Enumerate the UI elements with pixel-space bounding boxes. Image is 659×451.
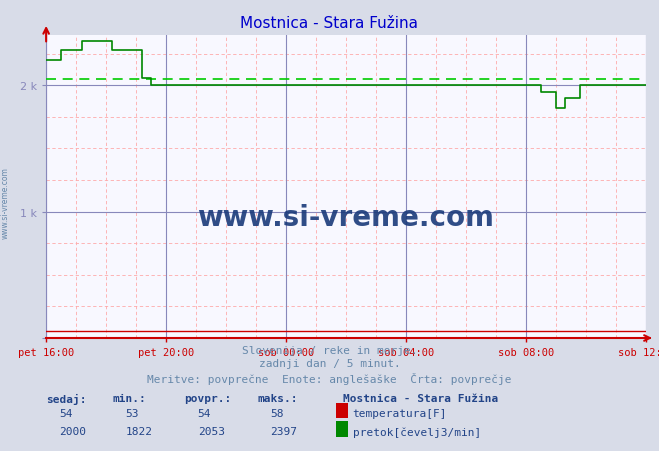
- Text: 58: 58: [270, 408, 283, 418]
- Text: min.:: min.:: [112, 393, 146, 403]
- Text: povpr.:: povpr.:: [185, 393, 232, 403]
- Text: www.si-vreme.com: www.si-vreme.com: [198, 203, 494, 231]
- Text: sedaj:: sedaj:: [46, 393, 86, 404]
- Text: maks.:: maks.:: [257, 393, 297, 403]
- Text: zadnji dan / 5 minut.: zadnji dan / 5 minut.: [258, 359, 401, 368]
- Text: 2397: 2397: [270, 426, 297, 436]
- Text: Slovenija / reke in morje.: Slovenija / reke in morje.: [242, 345, 417, 355]
- Text: 54: 54: [59, 408, 72, 418]
- Text: 2000: 2000: [59, 426, 86, 436]
- Text: 53: 53: [125, 408, 138, 418]
- Text: 1822: 1822: [125, 426, 152, 436]
- Text: 54: 54: [198, 408, 211, 418]
- Text: Mostnica - Stara Fužina: Mostnica - Stara Fužina: [343, 393, 498, 403]
- Text: 2053: 2053: [198, 426, 225, 436]
- Text: Mostnica - Stara Fužina: Mostnica - Stara Fužina: [241, 16, 418, 31]
- Text: Meritve: povprečne  Enote: anglešaške  Črta: povprečje: Meritve: povprečne Enote: anglešaške Črt…: [147, 372, 512, 384]
- Text: pretok[čevelj3/min]: pretok[čevelj3/min]: [353, 426, 481, 437]
- Text: temperatura[F]: temperatura[F]: [353, 408, 447, 418]
- Text: www.si-vreme.com: www.si-vreme.com: [1, 167, 10, 239]
